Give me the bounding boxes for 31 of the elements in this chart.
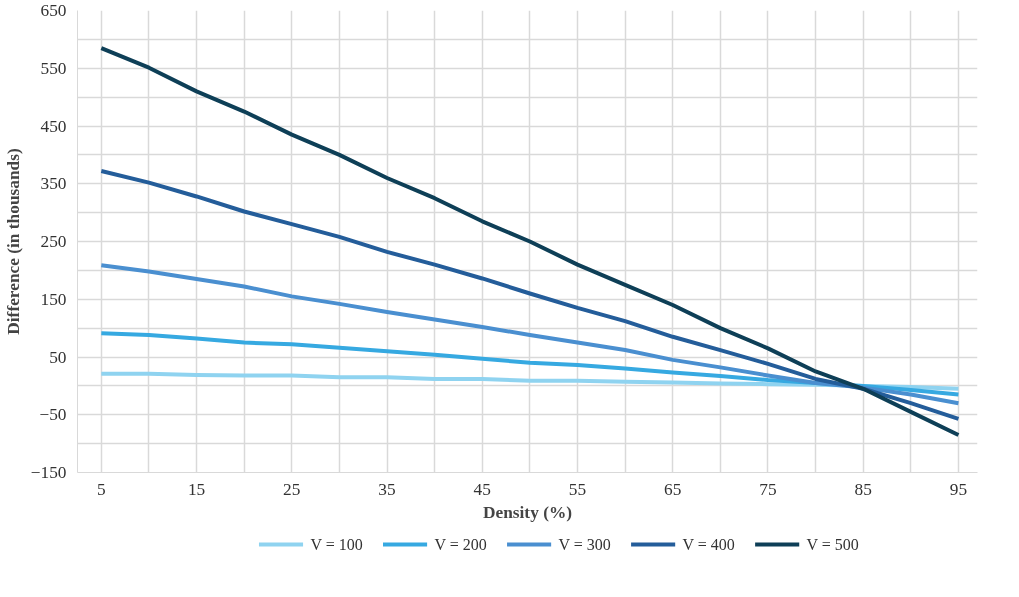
y-tick-label: 250 bbox=[40, 232, 67, 251]
line-series bbox=[99, 331, 961, 397]
y-tick-label: 350 bbox=[40, 174, 67, 194]
x-tick-label: 25 bbox=[283, 479, 301, 499]
x-tick-label: 55 bbox=[568, 479, 587, 499]
x-tick-label: 65 bbox=[664, 479, 682, 499]
line-series bbox=[99, 46, 961, 437]
legend-label: V = 300 bbox=[558, 536, 611, 553]
y-axis-title: Difference (in thousands) bbox=[3, 148, 23, 335]
x-tick-label: 95 bbox=[949, 479, 968, 499]
legend-label: V = 500 bbox=[806, 536, 859, 553]
y-tick-label: 50 bbox=[49, 347, 67, 367]
x-tick-label: 45 bbox=[473, 479, 491, 499]
legend-label: V = 200 bbox=[434, 536, 487, 553]
y-tick-label: −50 bbox=[39, 405, 67, 425]
line-series bbox=[99, 371, 961, 391]
x-tick-label: 35 bbox=[378, 479, 396, 499]
x-tick-label: 75 bbox=[759, 479, 777, 499]
legend-label: V = 400 bbox=[682, 536, 735, 553]
line-series bbox=[99, 263, 961, 406]
x-tick-label: 85 bbox=[854, 479, 872, 499]
x-tick-label: 5 bbox=[96, 479, 106, 499]
line-series bbox=[99, 169, 961, 421]
x-axis-title: Density (%) bbox=[482, 502, 573, 522]
y-tick-label: 550 bbox=[40, 58, 67, 78]
y-tick-label: 650 bbox=[40, 1, 67, 20]
legend-label: V = 100 bbox=[310, 536, 363, 553]
x-tick-label: 15 bbox=[187, 479, 206, 499]
y-tick-label: −150 bbox=[30, 463, 67, 482]
y-tick-label: 450 bbox=[40, 116, 67, 136]
y-tick-label: 150 bbox=[40, 289, 67, 309]
